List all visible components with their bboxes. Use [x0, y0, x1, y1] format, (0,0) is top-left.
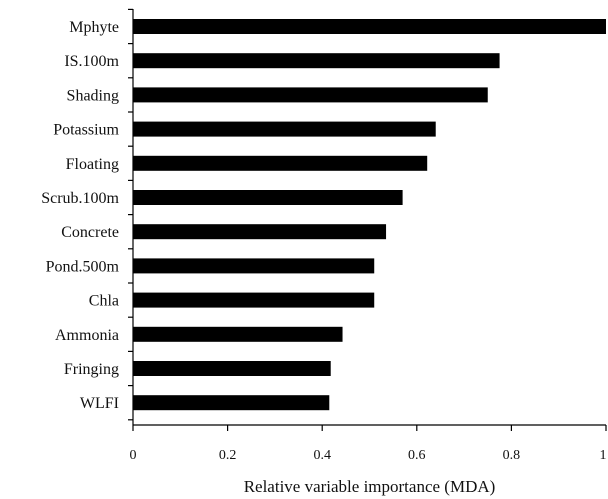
bar-is-100m: [133, 53, 500, 69]
bar-chla: [133, 292, 375, 308]
bars-group: [133, 19, 606, 411]
bar-shading: [133, 87, 488, 103]
y-axis-ticks: [128, 8, 133, 421]
bar-mphyte: [133, 19, 606, 34]
category-label: Scrub.100m: [41, 190, 119, 207]
x-axis-ticks: 0 0.2 0.4 0.6 0.8 1: [130, 425, 607, 463]
x-axis-title: Relative variable importance (MDA): [244, 477, 496, 496]
bar-ammonia: [133, 326, 343, 342]
category-label: Shading: [67, 87, 119, 104]
category-label: Pond.500m: [46, 258, 120, 275]
x-tick-label: 0.6: [408, 448, 426, 463]
category-label: IS.100m: [64, 53, 119, 70]
x-tick-label: 0: [130, 448, 137, 463]
bar-scrub-100m: [133, 190, 403, 205]
bar-pond-500m: [133, 258, 375, 274]
bar-fringing: [133, 361, 331, 376]
bar-concrete: [133, 224, 387, 240]
category-label: Mphyte: [69, 19, 119, 36]
x-tick-label: 0.4: [313, 448, 331, 463]
category-label: Concrete: [61, 224, 119, 241]
bar-potassium: [133, 121, 436, 137]
bar-floating: [133, 155, 428, 171]
x-tick-label: 0.8: [503, 448, 521, 463]
category-label: Floating: [66, 156, 119, 173]
bar-wlfi: [133, 395, 330, 411]
x-tick-label: 0.2: [219, 448, 237, 463]
category-label: Potassium: [53, 122, 119, 139]
category-label: Fringing: [64, 361, 119, 378]
category-label: Chla: [89, 293, 119, 310]
x-tick-label: 1: [600, 448, 607, 463]
category-labels: Mphyte IS.100m Shading Potassium Floating Scr…: [41, 19, 119, 412]
category-label: Ammonia: [55, 327, 119, 344]
category-label: WLFI: [80, 395, 119, 412]
